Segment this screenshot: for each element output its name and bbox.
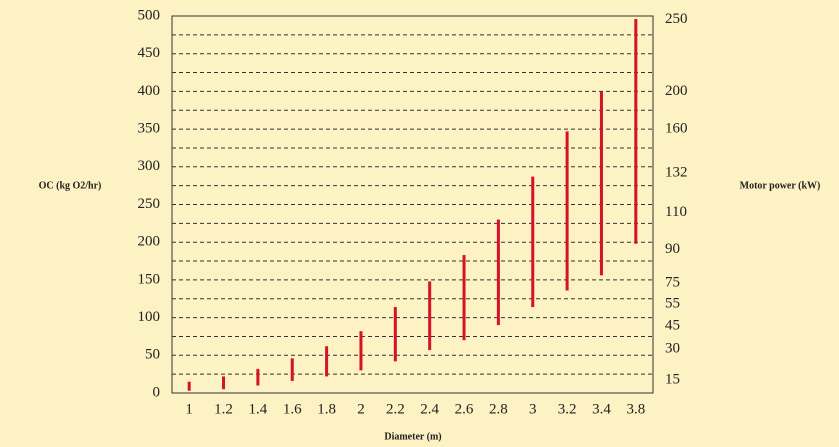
y2-tick-label: 132: [665, 164, 688, 180]
y-axis-label: OC (kg O2/hr): [39, 180, 102, 191]
y-tick-label: 300: [138, 158, 161, 174]
y2-tick-label: 75: [665, 274, 680, 290]
y-tick-label: 50: [145, 347, 160, 363]
y2-tick-label: 200: [665, 83, 688, 99]
x-tick-label: 3.4: [592, 401, 611, 417]
y2-axis-label: Motor power (kW): [740, 180, 821, 191]
x-tick-label: 2.2: [386, 401, 405, 417]
x-tick-label: 3.2: [558, 401, 577, 417]
y-tick-label: 450: [138, 45, 161, 61]
bar: [634, 19, 638, 244]
x-tick-label: 1.6: [283, 401, 302, 417]
y-tick-label: 150: [138, 271, 161, 287]
x-tick-label: 1.4: [249, 401, 268, 417]
x-axis-label: Diameter (m): [384, 431, 441, 442]
bar: [496, 219, 500, 326]
y2-tick-label: 55: [665, 295, 680, 311]
y-tick-label: 400: [138, 83, 161, 99]
x-tick-label: 1: [185, 401, 193, 417]
bar: [531, 176, 535, 308]
x-tick-label: 2.6: [455, 401, 474, 417]
y-tick-label: 500: [138, 7, 161, 23]
bar: [325, 346, 329, 377]
x-tick-label: 1.2: [214, 401, 233, 417]
bar: [359, 331, 363, 371]
y2-tick-label: 30: [665, 341, 680, 357]
y2-tick-label: 110: [665, 204, 687, 220]
y-tick-label: 250: [138, 196, 161, 212]
y-tick-label: 100: [138, 309, 161, 325]
x-tick-label: 2.8: [489, 401, 508, 417]
bar: [428, 281, 432, 351]
x-tick-label: 3: [529, 401, 537, 417]
bar: [256, 368, 260, 386]
y-tick-label: 200: [138, 234, 161, 250]
bar: [290, 358, 294, 381]
bar: [187, 381, 191, 391]
bar: [599, 91, 603, 276]
bar: [565, 131, 569, 291]
y2-tick-label: 160: [665, 121, 688, 137]
x-tick-label: 1.8: [317, 401, 336, 417]
x-tick-label: 2.4: [420, 401, 439, 417]
bar: [393, 307, 397, 362]
y2-tick-label: 90: [665, 241, 680, 257]
x-tick-label: 2: [357, 401, 365, 417]
y-tick-label: 0: [153, 384, 161, 400]
y2-tick-label: 15: [665, 372, 680, 388]
y-tick-label: 350: [138, 121, 161, 137]
bar: [222, 376, 226, 390]
y2-tick-label: 250: [665, 11, 688, 27]
y2-tick-label: 45: [665, 317, 680, 333]
x-tick-label: 3.8: [626, 401, 645, 417]
bar: [462, 255, 466, 341]
